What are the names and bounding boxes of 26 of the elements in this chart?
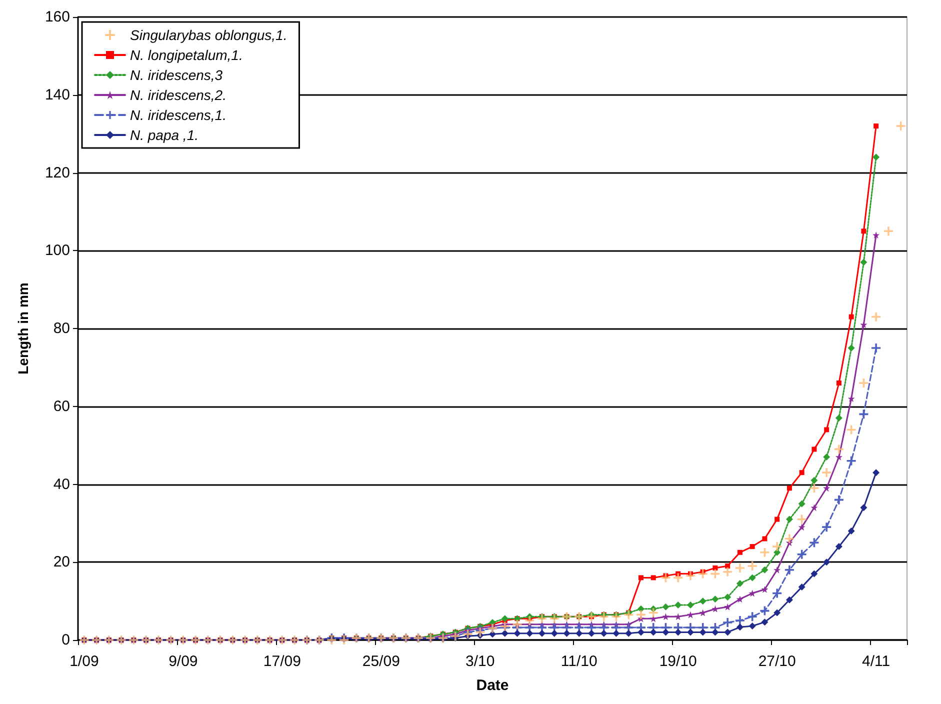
y-tick-label: 60	[53, 398, 70, 415]
legend-label: N. longipetalum,1.	[130, 47, 243, 63]
y-axis-title: Length in mm	[15, 282, 31, 374]
y-tick-label: 40	[53, 476, 70, 493]
x-tick-label: 1/09	[70, 653, 99, 670]
x-tick-label: 27/10	[758, 653, 796, 670]
y-tick-label: 120	[44, 164, 70, 182]
y-tick-label: 0	[62, 632, 70, 648]
x-axis-title: Date	[476, 677, 509, 694]
y-tick-label: 160	[44, 8, 70, 26]
x-tick-label: 25/09	[362, 653, 400, 670]
y-tick-label: 140	[44, 86, 70, 104]
legend-label: N. iridescens,2.	[130, 87, 226, 103]
x-tick-label: 11/10	[560, 653, 598, 670]
x-tick-label: 9/09	[168, 653, 198, 670]
legend-label: N. papa ,1.	[130, 127, 198, 143]
legend-label: N. iridescens,3	[130, 67, 223, 83]
x-tick-label: 4/11	[862, 653, 890, 670]
legend-label: N. iridescens,1.	[130, 107, 226, 123]
legend-label: Singularybas oblongus,1.	[130, 27, 288, 43]
x-tick-label: 19/10	[659, 653, 697, 670]
x-tick-label: 3/10	[466, 653, 495, 670]
y-tick-label: 100	[44, 242, 70, 260]
y-tick-label: 80	[53, 320, 70, 337]
x-tick-label: 17/09	[263, 653, 301, 670]
y-tick-label: 20	[53, 554, 70, 571]
